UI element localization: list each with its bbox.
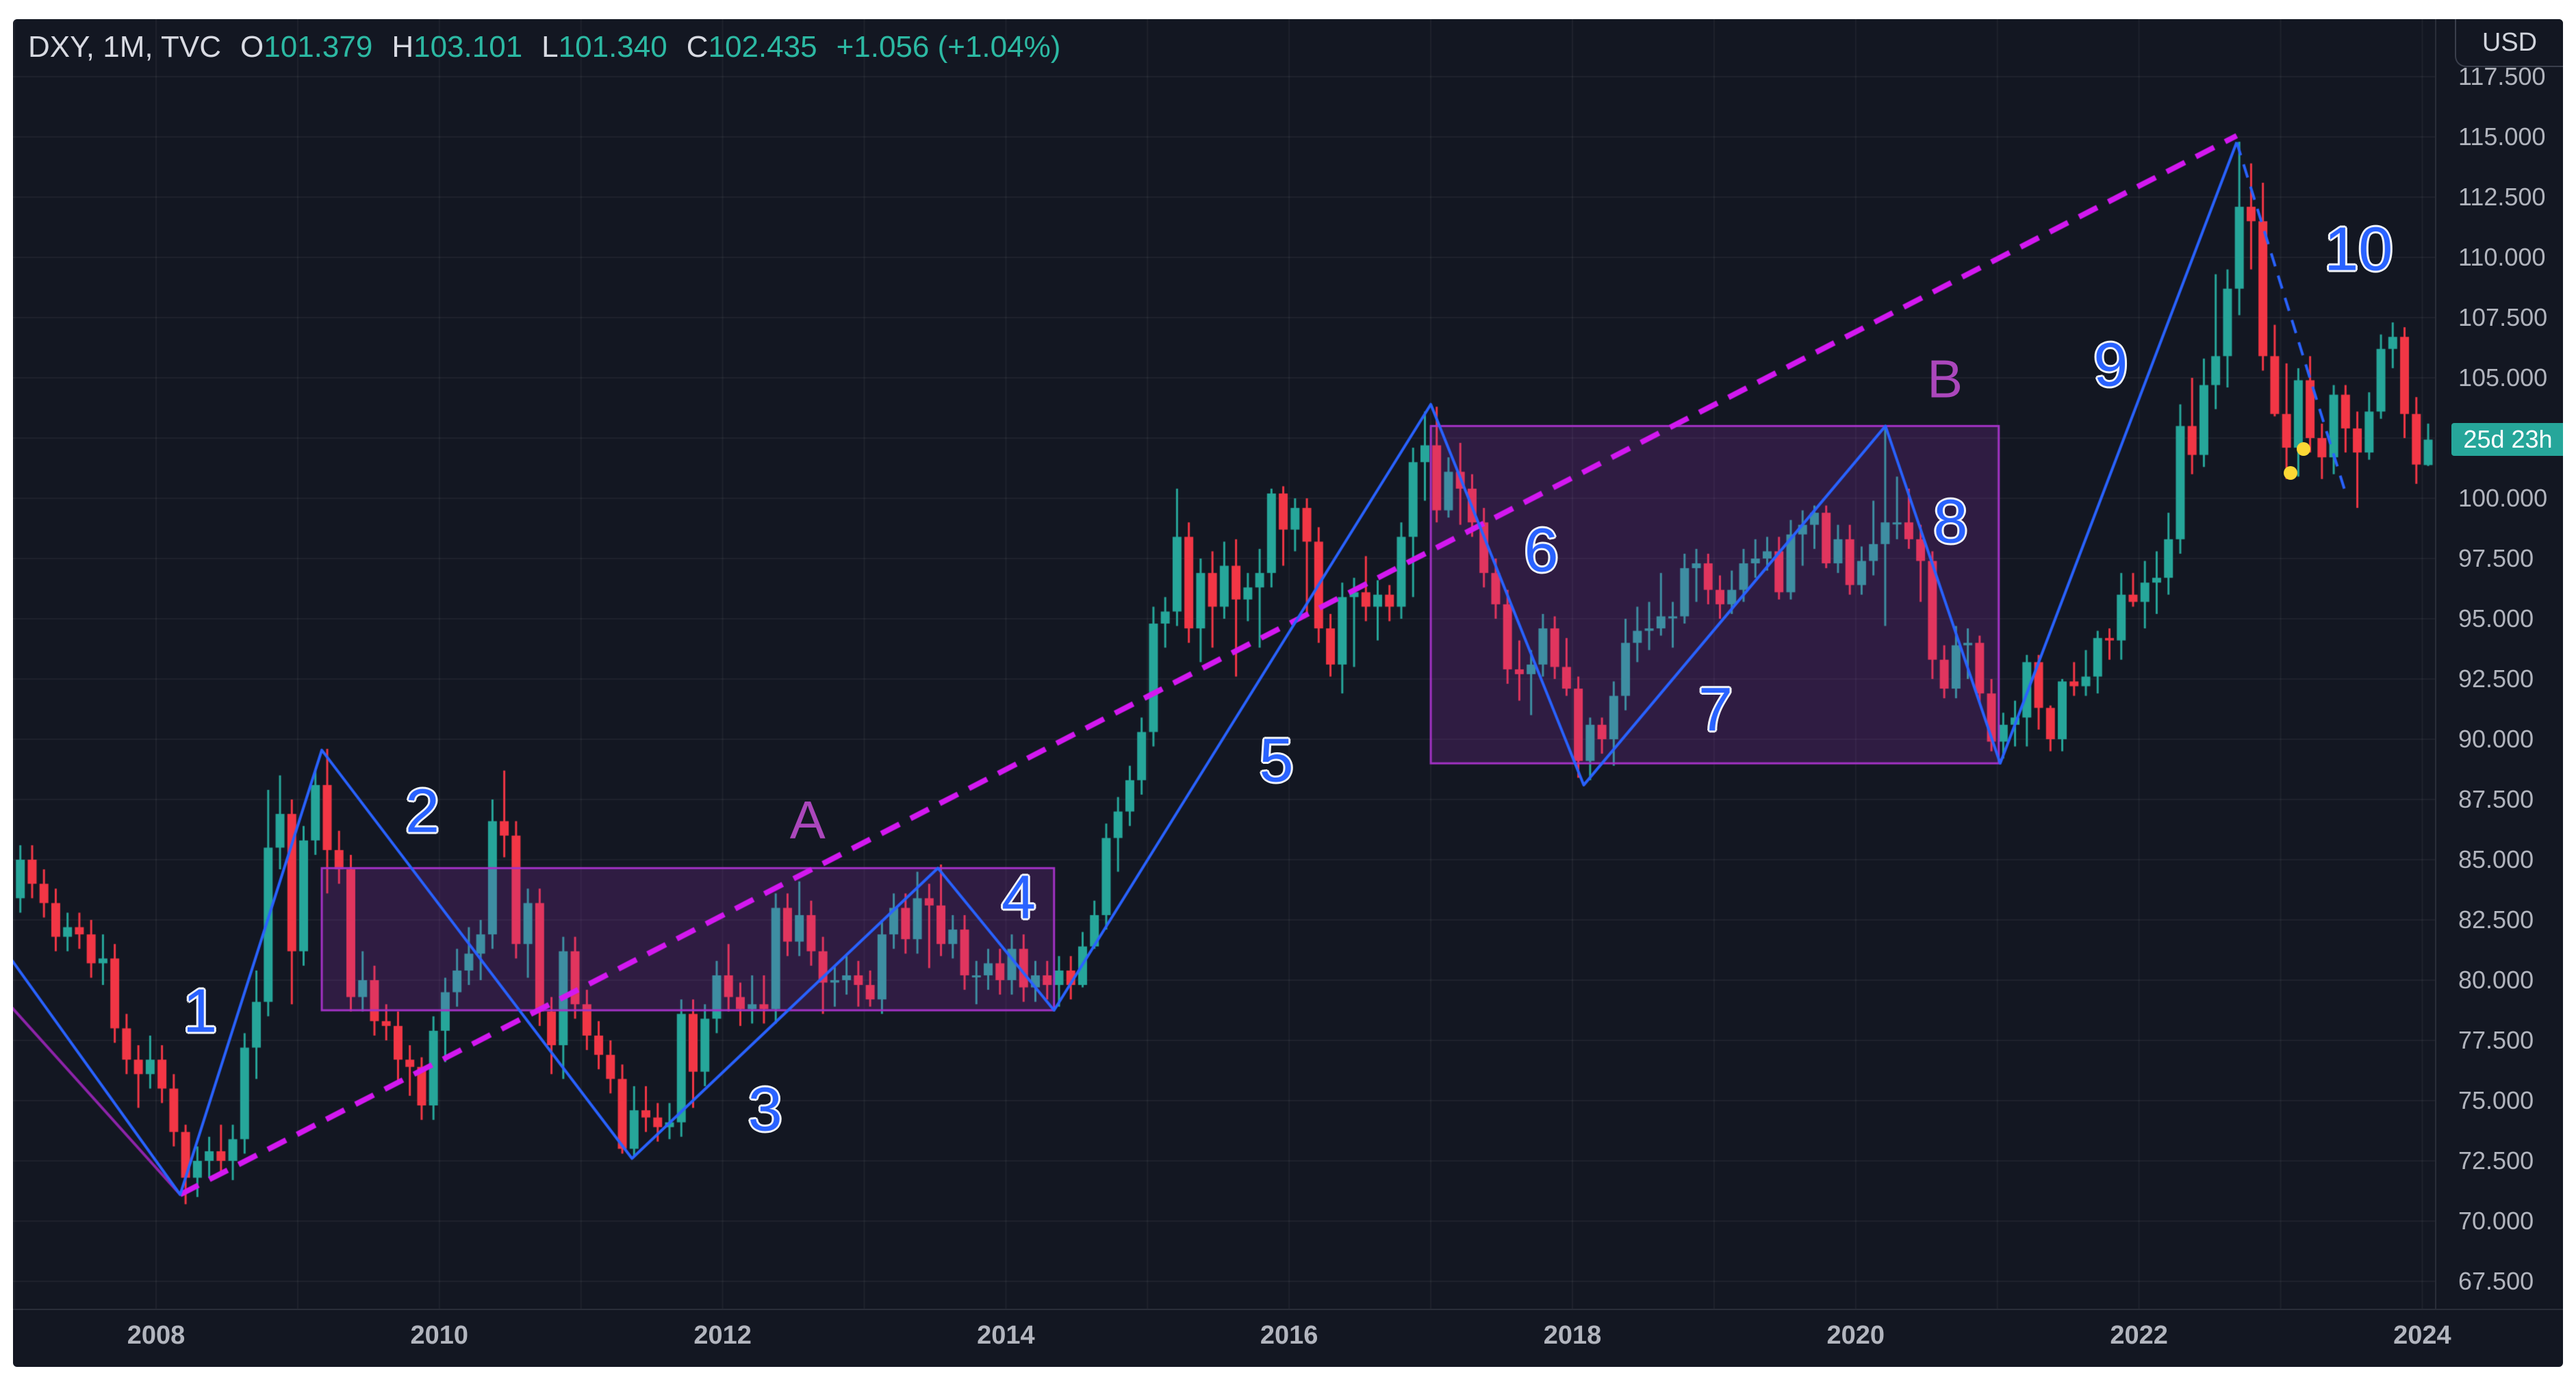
wave-label-6[interactable]: 6: [1524, 516, 1559, 585]
time-axis-label: 2020: [1826, 1321, 1885, 1350]
time-axis-label: 2008: [127, 1321, 186, 1350]
time-axis-label: 2014: [977, 1321, 1035, 1350]
time-axis-label: 2016: [1260, 1321, 1318, 1350]
price-axis-label: 82.500: [2458, 906, 2534, 934]
chart-widget: DXY, 1M, TVC O 101.379 H 103.101 L 101.340 …: [13, 19, 2563, 1367]
time-axis-label: 2012: [693, 1321, 752, 1350]
symbol-header: DXY, 1M, TVC O 101.379 H 103.101 L 101.340 …: [28, 30, 1060, 64]
wave-label-2[interactable]: 2: [405, 777, 439, 846]
box-label-A[interactable]: A: [789, 789, 826, 850]
price-axis[interactable]: 25d 23h 117.500 115.000 112.500 110.000 107.…: [2435, 19, 2563, 1309]
price-axis-label: 87.500: [2458, 785, 2534, 813]
wave-label-7[interactable]: 7: [1698, 676, 1733, 745]
symbol-title: DXY, 1M, TVC: [28, 30, 222, 64]
wave-label-8[interactable]: 8: [1933, 487, 1968, 556]
price-axis-label: 85.000: [2458, 845, 2534, 873]
time-axis-label: 2022: [2110, 1321, 2168, 1350]
time-axis-label: 2024: [2393, 1321, 2451, 1350]
wave-label-1[interactable]: 1: [183, 977, 218, 1046]
signal-dot[interactable]: [2283, 466, 2297, 480]
wave-label-4[interactable]: 4: [1001, 863, 1036, 932]
price-axis-label: 67.500: [2458, 1267, 2534, 1295]
price-axis-label: 107.500: [2458, 303, 2548, 331]
ohlc-open: O 101.379: [240, 30, 373, 64]
ohlc-close: C 102.435: [686, 30, 817, 64]
price-axis-label: 105.000: [2458, 363, 2548, 392]
price-axis-label: 75.000: [2458, 1086, 2534, 1114]
price-axis-label: 112.500: [2458, 183, 2546, 211]
wave-label-3[interactable]: 3: [748, 1075, 782, 1144]
price-axis-label: 72.500: [2458, 1146, 2534, 1175]
currency-unit-button[interactable]: USD: [2455, 19, 2563, 67]
price-axis-label: 97.500: [2458, 544, 2534, 572]
wave-label-9[interactable]: 9: [2093, 331, 2128, 400]
time-axis-label: 2010: [410, 1321, 469, 1350]
price-axis-label: 80.000: [2458, 966, 2534, 994]
time-axis[interactable]: 2008 2010 2012 2014 2016 2018 2020 2022 2024: [13, 1309, 2563, 1367]
price-axis-label: 77.500: [2458, 1026, 2534, 1054]
ohlc-high: H 103.101: [392, 30, 523, 64]
bar-countdown-badge: 25d 23h: [2451, 423, 2563, 457]
price-axis-label: 92.500: [2458, 665, 2534, 693]
price-axis-label: 70.000: [2458, 1207, 2534, 1235]
price-chart-canvas[interactable]: [13, 19, 2563, 1367]
wave-label-5[interactable]: 5: [1259, 726, 1294, 795]
price-axis-label: 110.000: [2458, 243, 2546, 271]
price-axis-label: 90.000: [2458, 725, 2534, 753]
price-axis-label: 115.000: [2458, 123, 2546, 151]
signal-dot[interactable]: [2296, 441, 2310, 456]
price-axis-label: 100.000: [2458, 484, 2548, 512]
time-axis-label: 2018: [1543, 1321, 1602, 1350]
price-axis-label: 95.000: [2458, 604, 2534, 632]
change-value: +1.056 (+1.04%): [836, 30, 1061, 64]
box-label-B[interactable]: B: [1927, 348, 1963, 409]
ohlc-low: L 101.340: [541, 30, 667, 64]
wave-label-10[interactable]: 10: [2324, 215, 2393, 284]
